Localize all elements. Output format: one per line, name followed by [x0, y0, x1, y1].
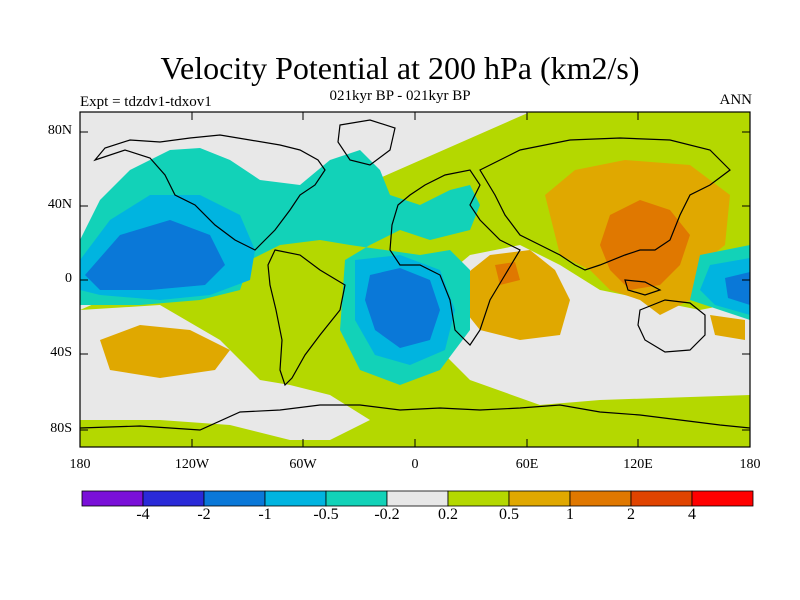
lon-label-60w: 60W	[289, 457, 317, 472]
lat-label-80n: 80N	[47, 123, 72, 138]
colorbar-swatch	[386, 490, 449, 507]
colorbar-label: -2	[197, 506, 211, 523]
map-subtitle: 021kyr BP - 021kyr BP	[329, 88, 471, 104]
colorbar	[81, 490, 754, 507]
colorbar-swatch	[508, 490, 571, 507]
season-label: ANN	[719, 92, 753, 108]
lat-ticks	[80, 131, 750, 431]
map-title: Velocity Potential at 200 hPa (km2/s)	[160, 50, 640, 86]
colorbar-label: 2	[627, 506, 635, 523]
colorbar-label: -0.2	[374, 506, 400, 523]
lon-label-120e: 120E	[623, 457, 653, 472]
lon-label-180w: 180	[69, 457, 91, 472]
colorbar-label: 0.5	[499, 506, 519, 523]
colorbar-label: -1	[258, 506, 272, 523]
colorbar-label: 4	[688, 506, 696, 523]
colorbar-swatch	[447, 490, 510, 507]
colorbar-swatch	[264, 490, 327, 507]
experiment-label: Expt = tdzdv1-tdxov1	[80, 94, 212, 110]
coastlines	[80, 119, 750, 431]
colorbar-label: 1	[566, 506, 574, 523]
lon-label-0: 0	[411, 457, 419, 472]
colorbar-label: 0.2	[438, 506, 458, 523]
colorbar-label: -0.5	[313, 506, 339, 523]
colorbar-swatch	[81, 490, 144, 507]
lat-label-80s: 80S	[50, 421, 72, 436]
colorbar-swatch	[203, 490, 266, 507]
colorbar-swatch	[325, 490, 388, 507]
lat-label-0: 0	[65, 271, 72, 286]
colorbar-swatch	[630, 490, 693, 507]
lon-label-180e: 180	[739, 457, 761, 472]
lat-label-40s: 40S	[50, 345, 72, 360]
colorbar-label: -4	[136, 506, 150, 523]
colorbar-swatch	[142, 490, 205, 507]
lon-label-120w: 120W	[174, 457, 210, 472]
velocity-potential-field	[80, 112, 750, 447]
colorbar-swatch	[691, 490, 754, 507]
lon-ticks	[79, 112, 639, 447]
lat-label-40n: 40N	[47, 197, 72, 212]
lon-label-60e: 60E	[515, 457, 539, 472]
colorbar-swatch	[569, 490, 632, 507]
